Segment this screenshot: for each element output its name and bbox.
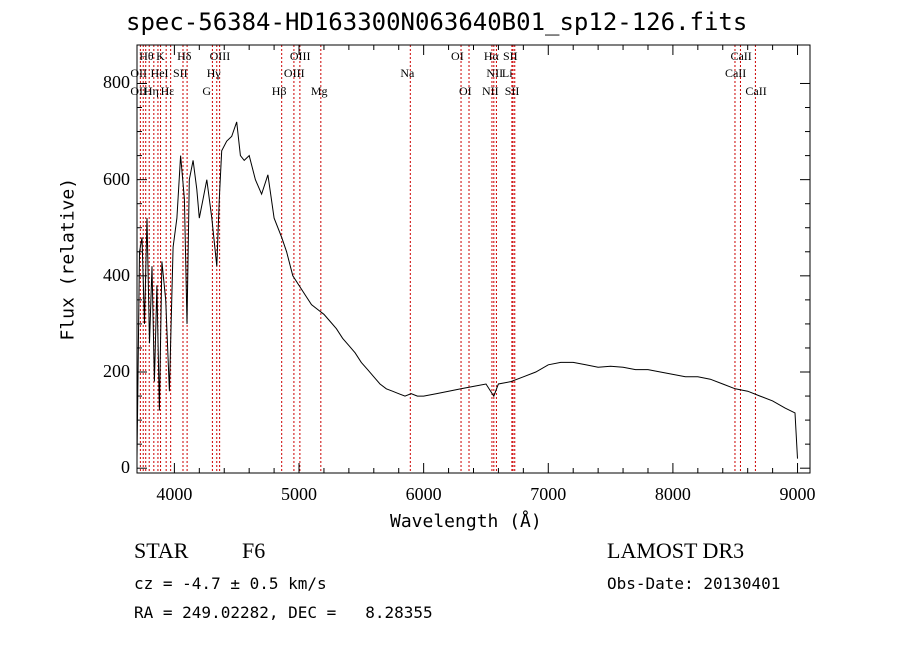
- line-annotation: Na: [400, 66, 415, 80]
- line-annotation: Hγ: [206, 66, 221, 80]
- object-subclass: F6: [242, 538, 266, 563]
- line-annotation: CaII: [745, 84, 767, 98]
- line-annotation: Li: [501, 66, 513, 80]
- line-annotation: SII: [172, 66, 188, 80]
- survey-name: LAMOST DR3: [607, 538, 745, 563]
- y-tick-label: 400: [103, 264, 130, 285]
- line-annotation: HeI: [150, 66, 169, 80]
- plot-frame: [136, 44, 811, 474]
- line-annotation: OII: [130, 84, 148, 98]
- spectrum-series-line: [136, 121, 798, 459]
- line-annotation: OIII: [283, 66, 305, 80]
- line-annotation: G: [202, 84, 212, 98]
- line-annotation: Hθ: [139, 49, 154, 63]
- line-annotation: NII: [486, 66, 504, 80]
- x-tick-label: 9000: [779, 484, 816, 504]
- line-annotation: Mg: [310, 84, 328, 98]
- line-annotation: SII: [503, 49, 518, 63]
- x-tick-label: 5000: [281, 484, 318, 504]
- line-annotation: CaII: [730, 49, 752, 63]
- x-tick-label: 7000: [530, 484, 567, 504]
- coordinates: RA = 249.02282, DEC = 8.28355: [134, 603, 433, 622]
- object-class: STAR: [134, 538, 189, 563]
- line-annotation: OII: [130, 66, 148, 80]
- line-annotation: NII: [481, 84, 499, 98]
- y-tick-label: 600: [103, 168, 130, 189]
- line-annotation: Hη: [143, 84, 159, 98]
- chart-title: spec-56384-HD163300N063640B01_sp12-126.f…: [126, 8, 748, 36]
- y-tick-label: 200: [103, 361, 130, 381]
- line-annotation: OI: [459, 84, 472, 98]
- y-axis-label: Flux (relative): [57, 177, 79, 341]
- line-annotation: OIII: [209, 49, 231, 63]
- line-annotation: SII: [504, 84, 520, 98]
- line-annotation: Hα: [483, 49, 499, 63]
- x-axis-label: Wavelength (Å): [390, 511, 542, 532]
- observation-date: Obs-Date: 20130401: [607, 574, 781, 593]
- y-tick-label: 800: [103, 72, 130, 93]
- line-annotation: Hδ: [177, 49, 192, 63]
- line-annotation: K: [156, 49, 165, 63]
- x-tick-label: 6000: [405, 484, 442, 504]
- axis-ticks: [137, 45, 810, 473]
- line-annotation: OI: [451, 49, 464, 63]
- line-markers: [139, 45, 756, 473]
- line-annotation: CaII: [724, 66, 747, 80]
- line-annotation: Hβ: [271, 84, 287, 98]
- redshift-cz: cz = -4.7 ± 0.5 km/s: [134, 574, 327, 593]
- line-annotation: OIII: [289, 49, 311, 63]
- x-tick-label: 4000: [156, 484, 193, 504]
- line-annotation: Hε: [160, 84, 175, 98]
- x-tick-label: 8000: [654, 484, 691, 504]
- y-tick-label: 0: [121, 457, 130, 478]
